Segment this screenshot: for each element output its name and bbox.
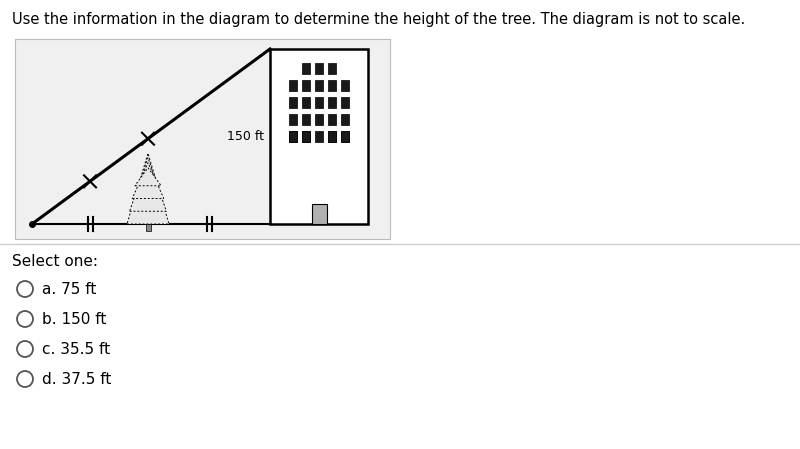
Bar: [328, 131, 336, 142]
Polygon shape: [135, 168, 161, 186]
Bar: [341, 114, 349, 125]
Bar: [328, 80, 336, 91]
Bar: [289, 80, 297, 91]
Bar: [302, 97, 310, 108]
Bar: [315, 131, 323, 142]
Bar: [289, 131, 297, 142]
Bar: [328, 114, 336, 125]
Text: Use the information in the diagram to determine the height of the tree. The diag: Use the information in the diagram to de…: [12, 12, 746, 27]
Bar: [289, 131, 297, 142]
Bar: [341, 80, 349, 91]
Polygon shape: [127, 153, 169, 224]
Bar: [315, 80, 323, 91]
Bar: [302, 131, 310, 142]
Bar: [341, 131, 349, 142]
Text: c. 35.5 ft: c. 35.5 ft: [42, 342, 110, 357]
Bar: [302, 131, 310, 142]
Bar: [15, 39, 390, 239]
Text: Select one:: Select one:: [12, 254, 98, 269]
Text: a. 75 ft: a. 75 ft: [42, 282, 96, 296]
Bar: [341, 97, 349, 108]
Polygon shape: [132, 163, 164, 198]
Bar: [302, 63, 310, 74]
Bar: [315, 63, 323, 74]
Bar: [328, 131, 336, 142]
Bar: [289, 97, 297, 108]
Text: d. 37.5 ft: d. 37.5 ft: [42, 371, 111, 387]
Bar: [328, 97, 336, 108]
Bar: [315, 97, 323, 108]
Bar: [311, 204, 326, 224]
Bar: [302, 114, 310, 125]
Polygon shape: [130, 158, 166, 211]
Bar: [328, 63, 336, 74]
Bar: [270, 49, 368, 224]
Bar: [315, 114, 323, 125]
Bar: [302, 80, 310, 91]
Text: 150 ft: 150 ft: [227, 130, 264, 143]
Bar: [146, 224, 150, 231]
Text: b. 150 ft: b. 150 ft: [42, 312, 106, 326]
Bar: [289, 114, 297, 125]
Bar: [341, 131, 349, 142]
